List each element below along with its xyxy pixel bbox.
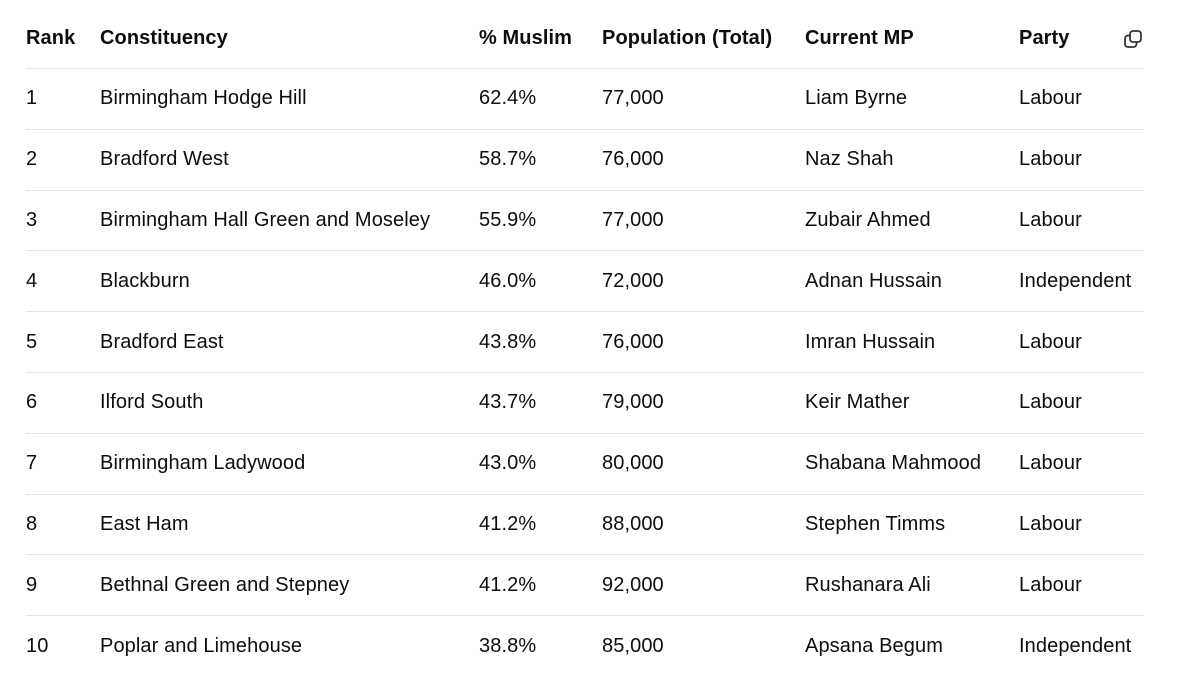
- cell-party: Labour: [1019, 452, 1082, 475]
- cell-population: 80,000: [602, 452, 664, 475]
- cell-current-mp: Naz Shah: [805, 148, 894, 171]
- cell-muslim-percent: 55.9%: [479, 208, 537, 231]
- cell-rank: 10: [26, 635, 49, 658]
- cell-constituency: Birmingham Hodge Hill: [100, 87, 307, 110]
- cell-party: Labour: [1019, 208, 1082, 231]
- cell-muslim-percent: 41.2%: [479, 573, 537, 596]
- cell-muslim-percent: 41.2%: [479, 512, 537, 535]
- cell-party: Labour: [1019, 391, 1082, 414]
- cell-constituency: Birmingham Hall Green and Moseley: [100, 208, 431, 231]
- cell-constituency: East Ham: [100, 512, 189, 535]
- cell-party: Labour: [1019, 512, 1082, 535]
- copy-icon: [1124, 30, 1142, 48]
- cell-muslim-percent: 62.4%: [479, 87, 537, 110]
- cell-current-mp: Stephen Timms: [805, 512, 946, 535]
- column-header-population: Population (Total): [602, 26, 773, 49]
- table-row: 3 Birmingham Hall Green and Moseley 55.9% 7…: [26, 191, 1144, 252]
- column-header-muslim: % Muslim: [479, 26, 573, 49]
- table-row: 4 Blackburn 46.0% 72,000 Adnan Hussain Indepe…: [26, 251, 1144, 313]
- table-row: 5 Bradford East 43.8% 76,000 Imran Hussain La…: [26, 312, 1144, 373]
- cell-muslim-percent: 43.0%: [479, 452, 537, 475]
- cell-constituency: Bethnal Green and Stepney: [100, 573, 350, 596]
- cell-population: 88,000: [602, 512, 664, 535]
- copy-table-button[interactable]: [1122, 28, 1144, 50]
- cell-rank: 7: [26, 452, 38, 475]
- cell-current-mp: Apsana Begum: [805, 635, 943, 658]
- cell-party: Labour: [1019, 573, 1082, 596]
- cell-party: Labour: [1019, 148, 1082, 171]
- cell-muslim-percent: 46.0%: [479, 269, 537, 292]
- cell-current-mp: Shabana Mahmood: [805, 452, 982, 475]
- cell-constituency: Poplar and Limehouse: [100, 635, 303, 658]
- table-row: 1 Birmingham Hodge Hill 62.4% 77,000 Liam By…: [26, 69, 1144, 130]
- cell-rank: 2: [26, 148, 38, 171]
- cell-muslim-percent: 43.7%: [479, 391, 537, 414]
- cell-muslim-percent: 43.8%: [479, 330, 537, 353]
- cell-current-mp: Imran Hussain: [805, 330, 936, 353]
- cell-constituency: Bradford East: [100, 330, 224, 353]
- column-header-mp: Current MP: [805, 26, 914, 49]
- table-header-row: Rank Constituency % Muslim Population (T…: [26, 8, 1144, 69]
- cell-rank: 5: [26, 330, 38, 353]
- cell-rank: 8: [26, 512, 38, 535]
- cell-constituency: Ilford South: [100, 391, 204, 414]
- table-row: 6 Ilford South 43.7% 79,000 Keir Mather Labou…: [26, 373, 1144, 434]
- cell-rank: 1: [26, 87, 38, 110]
- cell-current-mp: Liam Byrne: [805, 87, 908, 110]
- table-row: 7 Birmingham Ladywood 43.0% 80,000 Shabana M…: [26, 434, 1144, 495]
- cell-current-mp: Keir Mather: [805, 391, 910, 414]
- cell-current-mp: Adnan Hussain: [805, 269, 942, 292]
- cell-party: Independent: [1019, 269, 1132, 292]
- table-row: 9 Bethnal Green and Stepney 41.2% 92,000 Rus…: [26, 555, 1144, 617]
- cell-muslim-percent: 38.8%: [479, 635, 537, 658]
- table-row: 2 Bradford West 58.7% 76,000 Naz Shah Labour: [26, 130, 1144, 191]
- cell-current-mp: Zubair Ahmed: [805, 208, 931, 231]
- data-table: Rank Constituency % Muslim Population (T…: [26, 8, 1144, 677]
- cell-rank: 4: [26, 269, 38, 292]
- cell-constituency: Blackburn: [100, 269, 190, 292]
- cell-rank: 6: [26, 391, 38, 414]
- cell-population: 79,000: [602, 391, 664, 414]
- cell-constituency: Bradford West: [100, 148, 229, 171]
- cell-population: 77,000: [602, 87, 664, 110]
- cell-rank: 3: [26, 208, 38, 231]
- cell-rank: 9: [26, 573, 38, 596]
- table-row: 10 Poplar and Limehouse 38.8% 85,000 Apsana …: [26, 616, 1144, 677]
- cell-population: 85,000: [602, 635, 664, 658]
- cell-party: Independent: [1019, 635, 1132, 658]
- cell-party: Labour: [1019, 330, 1082, 353]
- cell-party: Labour: [1019, 87, 1082, 110]
- table-row: 8 East Ham 41.2% 88,000 Stephen Timms Labour: [26, 495, 1144, 556]
- cell-population: 76,000: [602, 330, 664, 353]
- cell-current-mp: Rushanara Ali: [805, 573, 931, 596]
- cell-population: 77,000: [602, 208, 664, 231]
- column-header-constituency: Constituency: [100, 26, 228, 49]
- cell-population: 72,000: [602, 269, 664, 292]
- cell-constituency: Birmingham Ladywood: [100, 452, 306, 475]
- cell-population: 92,000: [602, 573, 664, 596]
- column-header-rank: Rank: [26, 26, 76, 49]
- column-header-party: Party: [1019, 26, 1070, 49]
- cell-population: 76,000: [602, 148, 664, 171]
- cell-muslim-percent: 58.7%: [479, 148, 537, 171]
